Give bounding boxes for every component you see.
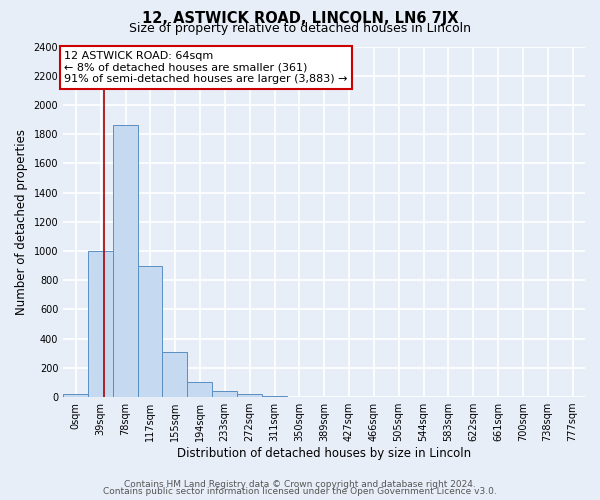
- Bar: [88, 251, 113, 397]
- Text: 12 ASTWICK ROAD: 64sqm
← 8% of detached houses are smaller (361)
91% of semi-det: 12 ASTWICK ROAD: 64sqm ← 8% of detached …: [64, 51, 348, 84]
- Text: Contains HM Land Registry data © Crown copyright and database right 2024.: Contains HM Land Registry data © Crown c…: [124, 480, 476, 489]
- X-axis label: Distribution of detached houses by size in Lincoln: Distribution of detached houses by size …: [177, 447, 471, 460]
- Bar: [187, 382, 212, 397]
- Text: Size of property relative to detached houses in Lincoln: Size of property relative to detached ho…: [129, 22, 471, 35]
- Bar: [138, 266, 162, 397]
- Bar: [237, 394, 262, 397]
- Bar: [212, 391, 237, 397]
- Bar: [162, 352, 187, 397]
- Bar: [63, 394, 88, 397]
- Text: Contains public sector information licensed under the Open Government Licence v3: Contains public sector information licen…: [103, 487, 497, 496]
- Text: 12, ASTWICK ROAD, LINCOLN, LN6 7JX: 12, ASTWICK ROAD, LINCOLN, LN6 7JX: [142, 11, 458, 26]
- Bar: [262, 396, 287, 397]
- Bar: [113, 126, 138, 397]
- Y-axis label: Number of detached properties: Number of detached properties: [15, 129, 28, 315]
